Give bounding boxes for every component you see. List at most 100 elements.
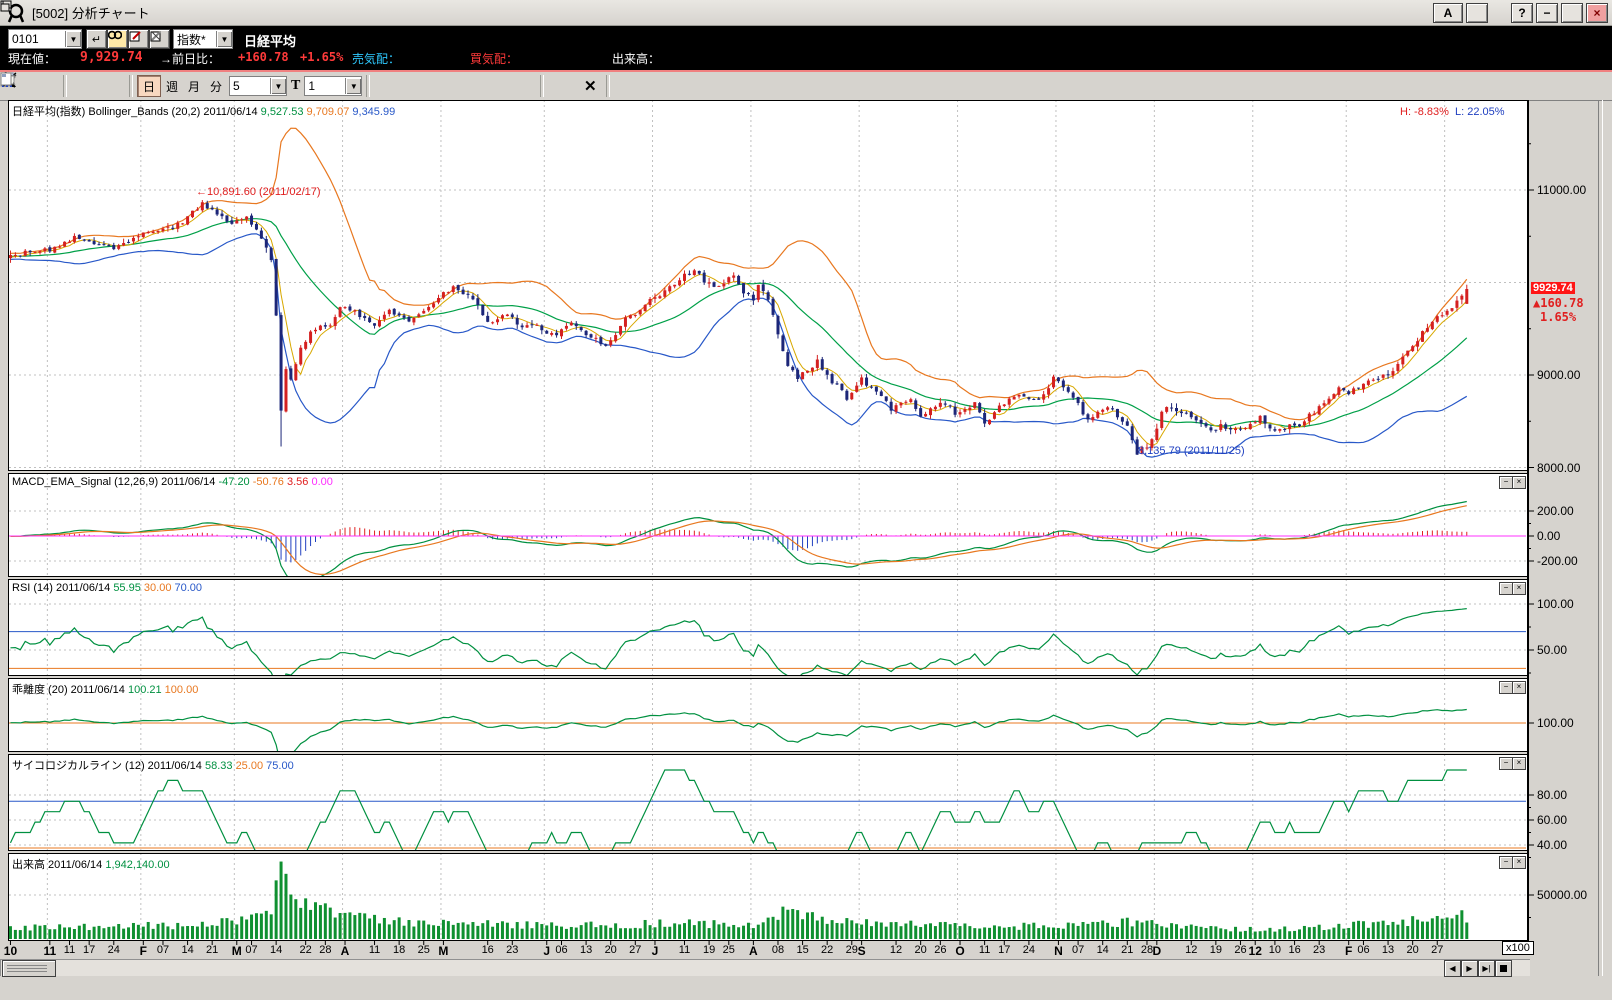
volume-multiplier-box: x100 [1502,941,1534,955]
no-pencil-icon [150,30,162,42]
edit-button[interactable] [128,29,149,49]
volume-panel[interactable] [8,853,1529,941]
panel-minimize-button[interactable]: − [1499,582,1513,595]
current-price-label: 現在値： [8,50,56,67]
panel-close-button[interactable]: × [1512,757,1526,770]
interval-value: 5 [230,79,270,93]
delete-all-button[interactable]: ✕ [578,75,602,97]
scroll-left-button[interactable]: ◀ [1444,960,1461,977]
new-page-button[interactable] [74,75,98,97]
kairi-panel[interactable] [8,678,1529,752]
day-tick-label: 22 [821,944,833,956]
app-window: { "window": { "title": "[5002] 分析チャート", … [0,0,1612,1000]
panel-close-button[interactable]: × [1512,476,1526,489]
day-tick-label: 27 [1431,944,1443,956]
interval-combo[interactable]: 5 ▼ [229,76,287,96]
interval-dropdown-arrow[interactable]: ▼ [270,78,286,94]
main-chart-panel[interactable] [8,100,1529,471]
period-weekly-button[interactable]: 週 [161,76,183,96]
day-tick-label: 25 [723,944,735,956]
stock-name: 日経平均 [244,31,296,50]
latest-bar-button[interactable] [1495,960,1512,977]
period-monthly-button[interactable]: 月 [183,76,205,96]
restore-button[interactable] [1561,3,1583,23]
skip-end-icon: ▶| [1482,964,1490,973]
day-tick-label: 16 [482,944,494,956]
panel-minimize-button[interactable]: − [1499,476,1513,489]
load-layout-button[interactable] [671,75,695,97]
search-button[interactable] [107,29,128,49]
panel-close-button[interactable]: × [1512,582,1526,595]
header-segment: 100.00 [165,684,199,696]
help-button[interactable]: ? [1511,3,1533,23]
horizontal-scrollbar[interactable]: ◀ ▶ ▶| [0,959,1530,976]
day-tick-label: 20 [1407,944,1419,956]
day-tick-label: 11 [679,944,690,956]
day-tick-label: 12 [890,944,902,956]
index-type-combo[interactable]: 指数* ▼ [173,29,233,49]
period-daily-button[interactable]: 日 [137,75,161,97]
day-tick-label: 23 [506,944,518,956]
header-segment: 1,942,140.00 [105,859,169,871]
indicator-blue-button[interactable] [431,75,455,97]
copy-page-button[interactable] [101,75,125,97]
count-combo[interactable]: 1 ▼ [304,76,362,96]
settings-tool-button[interactable] [512,75,536,97]
panel-minimize-button[interactable]: − [1499,681,1513,694]
sort-arrows-button[interactable] [458,75,482,97]
rsi-panel[interactable] [8,579,1529,676]
grid-layout-button[interactable] [485,75,509,97]
axis-label: 0.00 [1537,529,1560,543]
volume-quote-label: 出来高： [612,50,660,67]
header-segment: 70.00 [175,582,203,594]
zoom-tool-button[interactable] [35,75,59,97]
indicator-red-button[interactable] [404,75,428,97]
close-button[interactable]: × [1586,3,1608,23]
edit-icon [129,30,141,42]
month-tick-label: J [652,944,659,958]
header-segment: 3.56 [287,476,311,488]
clear-draw-button[interactable] [149,29,170,49]
month-tick-label: S [858,944,866,958]
period-minute-button[interactable]: 分 [205,76,227,96]
panel-minimize-button[interactable]: − [1499,757,1513,770]
axis-label: 100.00 [1537,716,1574,730]
minimize-button[interactable]: − [1536,3,1558,23]
save-layout-button[interactable] [644,75,668,97]
axis-label: 100.00 [1537,597,1574,611]
font-button[interactable]: A [1433,3,1463,23]
eraser-button[interactable] [551,75,575,97]
trendline-tool-button[interactable] [377,75,401,97]
titlebar[interactable]: [5002] 分析チャート A ? − × [0,0,1612,26]
macd-panel[interactable] [8,473,1529,577]
axis-label: 50.00 [1537,643,1567,657]
day-tick-label: 07 [1072,944,1084,956]
enter-button[interactable]: ↵ [86,29,107,49]
index-dropdown-arrow[interactable]: ▼ [216,31,232,47]
count-dropdown-arrow[interactable]: ▼ [345,78,361,94]
symbol-combo[interactable]: 0101 ▼ [8,29,82,49]
symbol-dropdown-arrow[interactable]: ▼ [65,31,81,47]
window-cascade-button[interactable] [617,75,641,97]
header-segment: H: -8.83% [1400,106,1455,118]
scrollbar-thumb[interactable] [2,960,56,977]
header-segment: 9,527.53 [261,106,307,118]
current-price-value: 9,929.74 [80,50,143,65]
panel-minimize-button[interactable]: − [1499,856,1513,869]
copy-icon [0,0,12,12]
month-tick-label: D [1152,944,1161,958]
scroll-right-button[interactable]: ▶ [1461,960,1478,977]
symbol-input[interactable]: 0101 [9,32,49,46]
day-tick-label: 07 [245,944,257,956]
panel-close-button[interactable]: × [1512,856,1526,869]
day-tick-label: 24 [1023,944,1035,956]
axis-label: 200.00 [1537,504,1574,518]
candlestick-tool-button[interactable] [8,75,32,97]
copy-window-button[interactable] [1466,3,1488,23]
day-tick-label: 24 [108,944,120,956]
scroll-end-button[interactable]: ▶| [1478,960,1495,977]
panel-close-button[interactable]: × [1512,681,1526,694]
month-tick-label: A [749,944,758,958]
day-tick-label: 19 [1210,944,1222,956]
day-tick-label: 23 [1313,944,1325,956]
